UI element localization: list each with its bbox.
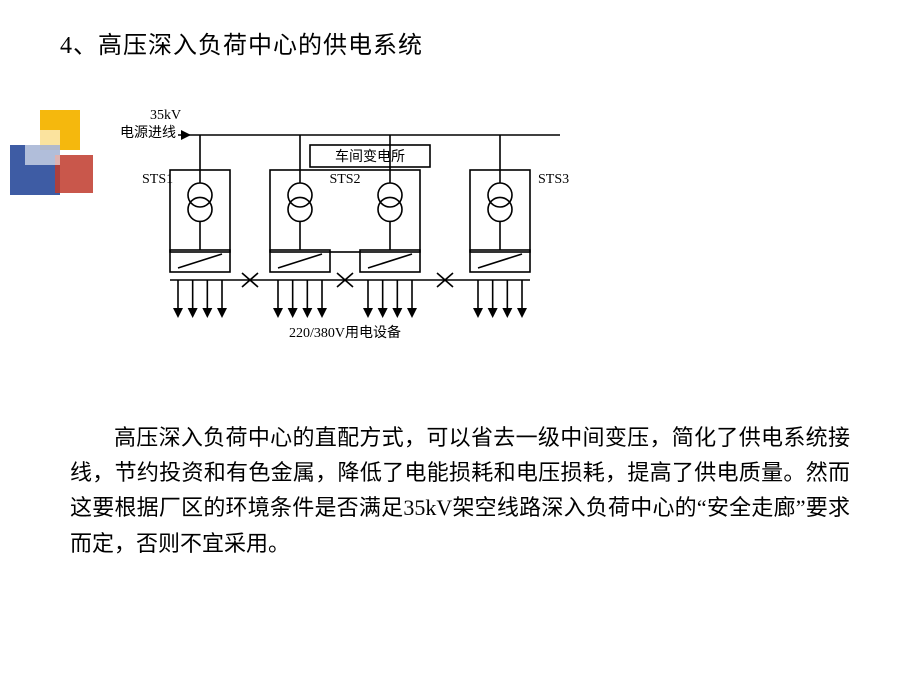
svg-text:电源进线: 电源进线 <box>120 125 176 141</box>
svg-text:STS3: STS3 <box>538 172 569 187</box>
slide-title: 4、高压深入负荷中心的供电系统 <box>60 25 423 60</box>
svg-text:STS2: STS2 <box>329 172 360 187</box>
svg-text:车间变电所: 车间变电所 <box>335 148 405 165</box>
slide: 4、高压深入负荷中心的供电系统 35kV 电源进线车间变电所 STS1 STS2 STS… <box>0 0 920 690</box>
svg-text:220/380V用电设备: 220/380V用电设备 <box>289 324 401 341</box>
svg-text:35kV: 35kV <box>150 108 181 123</box>
body-paragraph: 高压深入负荷中心的直配方式，可以省去一级中间变压，简化了供电系统接线，节约投资和… <box>70 420 850 561</box>
svg-text:STS1: STS1 <box>142 172 173 187</box>
power-diagram: 35kV 电源进线车间变电所 STS1 STS2 STS3 220/380V用电设备 <box>120 105 590 350</box>
decor-squares <box>0 100 120 220</box>
